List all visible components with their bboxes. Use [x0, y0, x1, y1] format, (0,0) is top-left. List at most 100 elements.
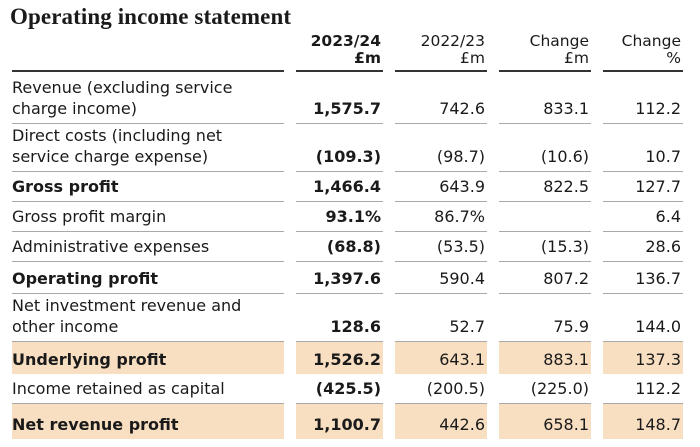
- label-text: Operating profit: [12, 269, 158, 288]
- value-text: 137.3: [635, 350, 681, 369]
- row-label: Gross profit margin: [12, 202, 284, 232]
- value-text: (225.0): [530, 379, 589, 398]
- value-cell: 1,397.6: [296, 262, 383, 294]
- header-cell: Change £m: [499, 33, 591, 72]
- value-cell: 833.1: [499, 72, 591, 124]
- value-text: 643.1: [439, 350, 485, 369]
- header-cell: 2022/23 £m: [395, 33, 487, 72]
- value-text: 1,526.2: [313, 350, 381, 369]
- value-cell: 10.7: [603, 124, 683, 172]
- value-cell: 643.1: [395, 342, 487, 374]
- value-text: 112.2: [635, 99, 681, 118]
- value-text: (425.5): [315, 379, 381, 398]
- value-cell: 1,575.7: [296, 72, 383, 124]
- value-text: 112.2: [635, 379, 681, 398]
- value-cell: 86.7%: [395, 202, 487, 232]
- value-cell: 127.7: [603, 172, 683, 202]
- value-text: 442.6: [439, 415, 485, 434]
- value-cell: 807.2: [499, 262, 591, 294]
- value-text: 6.4: [655, 207, 681, 226]
- label-text: Net revenue profit: [12, 415, 179, 434]
- column-unit: £m: [460, 49, 485, 67]
- value-cell: (15.3): [499, 232, 591, 262]
- table-row: Gross profit margin 93.1% 86.7% 6.4: [12, 202, 683, 232]
- label-text: Income retained as capital: [12, 379, 225, 398]
- header-cell: 2023/24 £m: [296, 33, 383, 72]
- label-text: Administrative expenses: [12, 237, 210, 256]
- value-text: 807.2: [543, 269, 589, 288]
- value-text: 822.5: [543, 177, 589, 196]
- value-cell: 112.2: [603, 72, 683, 124]
- value-text: 127.7: [635, 177, 681, 196]
- title: Operating income statement: [10, 4, 292, 29]
- value-cell: 442.6: [395, 404, 487, 439]
- value-cell: (10.6): [499, 124, 591, 172]
- row-label: Revenue (excluding service charge income…: [12, 72, 284, 124]
- value-cell: 148.7: [603, 404, 683, 439]
- table-row: Direct costs (including net service char…: [12, 124, 683, 172]
- value-text: 1,397.6: [313, 269, 381, 288]
- value-text: 643.9: [439, 177, 485, 196]
- value-cell: 1,100.7: [296, 404, 383, 439]
- value-text: (200.5): [426, 379, 485, 398]
- row-label: Direct costs (including net service char…: [12, 124, 284, 172]
- table-row: Administrative expenses (68.8) (53.5) (15.3…: [12, 232, 683, 262]
- value-cell: 93.1%: [296, 202, 383, 232]
- value-cell: (225.0): [499, 374, 591, 404]
- value-cell: 144.0: [603, 294, 683, 342]
- value-text: (68.8): [326, 237, 381, 256]
- column-top: 2022/23: [420, 32, 485, 50]
- header-row: 2023/24 £m 2022/23 £m Change £m Change%: [12, 33, 683, 72]
- value-cell: 6.4: [603, 202, 683, 232]
- row-label: Administrative expenses: [12, 232, 284, 262]
- value-cell: (109.3): [296, 124, 383, 172]
- value-cell: 883.1: [499, 342, 591, 374]
- value-cell: 643.9: [395, 172, 487, 202]
- value-cell: 112.2: [603, 374, 683, 404]
- value-text: (15.3): [540, 237, 589, 256]
- column-unit: %: [666, 49, 681, 67]
- value-text: 75.9: [553, 317, 589, 336]
- table-row: Revenue (excluding service charge income…: [12, 72, 683, 124]
- value-cell: 75.9: [499, 294, 591, 342]
- value-text: 52.7: [449, 317, 485, 336]
- value-cell: 1,526.2: [296, 342, 383, 374]
- value-cell: 137.3: [603, 342, 683, 374]
- value-text: 148.7: [635, 415, 681, 434]
- value-text: 590.4: [439, 269, 485, 288]
- income-table: 2023/24 £m 2022/23 £m Change £m Change% Rev…: [0, 33, 695, 439]
- row-label: Income retained as capital: [12, 374, 284, 404]
- value-text: 144.0: [635, 317, 681, 336]
- label-text: Direct costs (including net service char…: [12, 126, 223, 166]
- value-text: 86.7%: [434, 207, 485, 226]
- row-label: Gross profit: [12, 172, 284, 202]
- label-text: Gross profit margin: [12, 207, 167, 226]
- table-row: Net investment revenue and other income 1…: [12, 294, 683, 342]
- table-row: Operating profit 1,397.6 590.4 807.2 136.7: [12, 262, 683, 294]
- table-row: Underlying profit 1,526.2 643.1 883.1 137.3: [12, 342, 683, 374]
- value-text: 742.6: [439, 99, 485, 118]
- column-unit: £m: [564, 49, 589, 67]
- table-row: Gross profit 1,466.4 643.9 822.5 127.7: [12, 172, 683, 202]
- value-cell: (68.8): [296, 232, 383, 262]
- value-cell: (425.5): [296, 374, 383, 404]
- label-text: Gross profit: [12, 177, 119, 196]
- row-label: Net investment revenue and other income: [12, 294, 284, 342]
- value-text: (109.3): [315, 147, 381, 166]
- value-text: 833.1: [543, 99, 589, 118]
- value-text: (53.5): [436, 237, 485, 256]
- value-cell: (98.7): [395, 124, 487, 172]
- row-label: Underlying profit: [12, 342, 284, 374]
- value-text: 28.6: [645, 237, 681, 256]
- value-text: (98.7): [436, 147, 485, 166]
- value-text: 1,100.7: [313, 415, 381, 434]
- value-cell: (200.5): [395, 374, 487, 404]
- value-cell: 590.4: [395, 262, 487, 294]
- table-body: Revenue (excluding service charge income…: [12, 72, 683, 439]
- label-text: Revenue (excluding service charge income…: [12, 78, 233, 118]
- table-row: Income retained as capital (425.5) (200.5)…: [12, 374, 683, 404]
- label-text: Net investment revenue and other income: [12, 296, 242, 336]
- value-cell: 52.7: [395, 294, 487, 342]
- column-unit: £m: [354, 49, 381, 67]
- row-label: Operating profit: [12, 262, 284, 294]
